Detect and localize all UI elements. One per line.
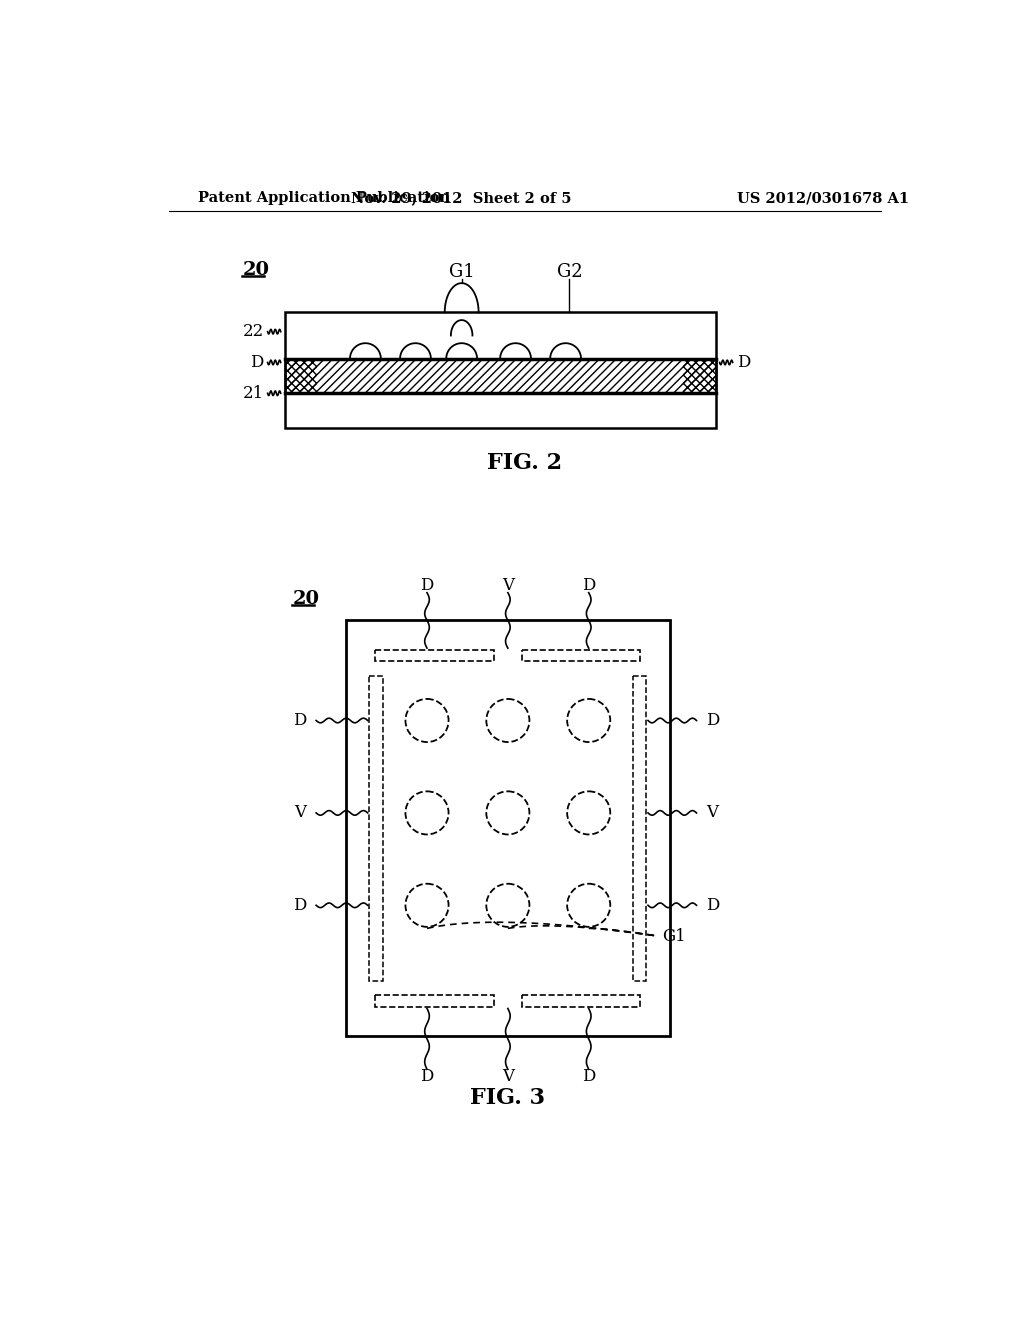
Bar	[633, 676, 646, 981]
Bar	[285, 359, 716, 393]
Bar	[521, 995, 640, 1007]
Text: D: D	[582, 577, 595, 594]
Text: V: V	[502, 1068, 514, 1085]
Text: D: D	[707, 896, 720, 913]
Text: FIG. 3: FIG. 3	[470, 1086, 546, 1109]
Bar	[376, 995, 494, 1007]
Text: Nov. 29, 2012  Sheet 2 of 5: Nov. 29, 2012 Sheet 2 of 5	[351, 191, 572, 206]
Text: 20: 20	[243, 261, 269, 279]
Text: FIG. 2: FIG. 2	[487, 451, 562, 474]
Bar	[370, 676, 383, 981]
Bar	[346, 620, 670, 1036]
Bar	[521, 649, 640, 661]
Bar	[376, 649, 494, 661]
Text: Patent Application Publication: Patent Application Publication	[199, 191, 451, 206]
Bar	[285, 359, 316, 393]
Text: D: D	[251, 354, 264, 371]
Text: D: D	[420, 577, 434, 594]
Text: 21: 21	[243, 384, 264, 401]
Text: G1: G1	[449, 264, 474, 281]
Text: D: D	[582, 1068, 595, 1085]
Text: US 2012/0301678 A1: US 2012/0301678 A1	[737, 191, 909, 206]
Bar	[683, 359, 716, 393]
Text: V: V	[294, 804, 306, 821]
Text: D: D	[736, 354, 750, 371]
Text: V: V	[707, 804, 719, 821]
Text: D: D	[420, 1068, 434, 1085]
Text: 22: 22	[243, 323, 264, 341]
Text: V: V	[502, 577, 514, 594]
Text: 20: 20	[292, 590, 319, 607]
Text: G2: G2	[557, 264, 583, 281]
Text: D: D	[293, 896, 306, 913]
Text: D: D	[293, 711, 306, 729]
Text: G1: G1	[662, 928, 686, 945]
Bar	[285, 313, 716, 359]
Text: D: D	[707, 711, 720, 729]
Bar	[285, 393, 716, 428]
